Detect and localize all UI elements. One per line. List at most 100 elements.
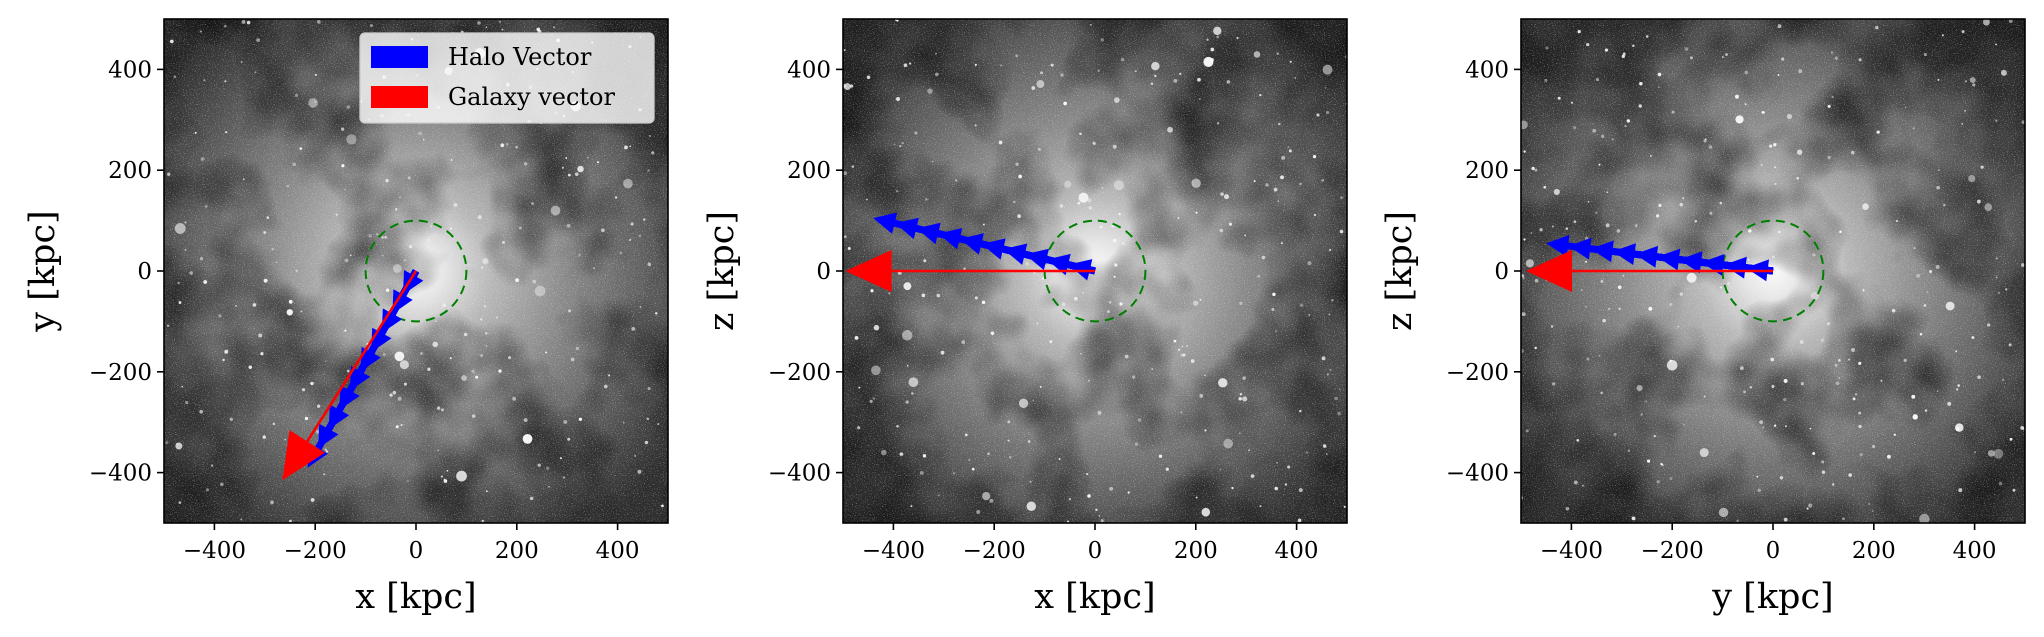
subhalo-point bbox=[1648, 306, 1653, 311]
subhalo-point bbox=[1271, 308, 1275, 311]
subhalo-point bbox=[299, 147, 303, 150]
subhalo-point bbox=[1120, 57, 1125, 62]
subhalo-point bbox=[657, 423, 660, 425]
subhalo-point bbox=[931, 160, 934, 163]
subhalo-point bbox=[1257, 274, 1261, 278]
subhalo-point bbox=[1911, 394, 1916, 399]
subhalo-point bbox=[2020, 425, 2025, 430]
subhalo-point bbox=[1324, 87, 1327, 89]
halo-vector-arrow bbox=[307, 269, 420, 468]
subhalo-point bbox=[1036, 80, 1045, 89]
subhalo-point bbox=[1671, 110, 1675, 114]
subhalo-point bbox=[1658, 203, 1662, 208]
subhalo-point bbox=[400, 423, 403, 427]
subhalo-point bbox=[418, 131, 423, 136]
subhalo-point bbox=[2021, 263, 2025, 267]
subhalo-point bbox=[395, 425, 399, 429]
subhalo-point bbox=[292, 162, 297, 167]
subhalo-point bbox=[475, 375, 479, 379]
y-tick-label: 200 bbox=[108, 158, 152, 184]
subhalo-point bbox=[483, 304, 487, 308]
subhalo-point bbox=[1653, 435, 1656, 438]
subhalo-point bbox=[1964, 109, 1967, 112]
subhalo-point bbox=[225, 131, 228, 134]
subhalo-point bbox=[568, 309, 572, 313]
subhalo-point bbox=[205, 488, 210, 492]
subhalo-point bbox=[1124, 354, 1129, 359]
subhalo-point bbox=[548, 485, 550, 488]
subhalo-point bbox=[974, 124, 977, 127]
subhalo-point bbox=[1987, 449, 1995, 457]
subhalo-point bbox=[199, 256, 204, 261]
subhalo-point bbox=[1634, 224, 1638, 227]
subhalo-point bbox=[449, 227, 452, 230]
subhalo-point bbox=[1783, 517, 1788, 522]
subhalo-point bbox=[1858, 58, 1862, 62]
subhalo-point bbox=[471, 414, 476, 418]
subhalo-point bbox=[1297, 518, 1302, 523]
subhalo-point bbox=[1827, 322, 1830, 326]
subhalo-point bbox=[1151, 61, 1160, 71]
subhalo-point bbox=[1007, 420, 1011, 424]
subhalo-point bbox=[910, 505, 913, 508]
subhalo-point bbox=[1308, 314, 1311, 316]
subhalo-point bbox=[857, 426, 861, 430]
subhalo-point bbox=[919, 470, 924, 475]
subhalo-point bbox=[1607, 307, 1611, 311]
subhalo-point bbox=[1167, 126, 1173, 133]
subhalo-point bbox=[843, 83, 851, 91]
subhalo-point bbox=[263, 231, 267, 234]
halo-vector-arrow bbox=[873, 212, 1096, 275]
subhalo-point bbox=[899, 452, 904, 456]
subhalo-point bbox=[344, 258, 349, 263]
subhalo-point bbox=[2009, 437, 2013, 441]
subhalo-point bbox=[1893, 433, 1896, 436]
y-tick-label: 0 bbox=[137, 259, 152, 285]
subhalo-point bbox=[272, 422, 276, 426]
subhalo-point bbox=[181, 385, 183, 388]
subhalo-point bbox=[1132, 375, 1136, 379]
subhalo-point bbox=[1773, 143, 1777, 147]
subhalo-point bbox=[1622, 274, 1625, 277]
subhalo-point bbox=[485, 345, 488, 347]
subhalo-point bbox=[1886, 454, 1891, 459]
subhalo-point bbox=[1313, 213, 1317, 217]
subhalo-point bbox=[1957, 384, 1960, 387]
subhalo-point bbox=[1896, 220, 1898, 222]
subhalo-point bbox=[563, 419, 568, 424]
subhalo-point bbox=[1121, 241, 1125, 245]
subhalo-point bbox=[422, 138, 425, 141]
subhalo-point bbox=[495, 316, 499, 319]
x-tick-label: −400 bbox=[862, 538, 925, 564]
subhalo-point bbox=[1223, 438, 1233, 449]
subhalo-point bbox=[1601, 134, 1605, 138]
subhalo-point bbox=[288, 299, 293, 304]
subhalo-point bbox=[477, 21, 481, 25]
subhalo-point bbox=[587, 156, 589, 159]
subhalo-point bbox=[1113, 97, 1120, 103]
subhalo-point bbox=[256, 38, 260, 43]
subhalo-point bbox=[888, 292, 891, 295]
subhalo-point bbox=[647, 262, 652, 267]
subhalo-point bbox=[987, 452, 990, 456]
subhalo-point bbox=[1062, 302, 1066, 306]
subhalo-point bbox=[1592, 128, 1597, 133]
subhalo-point bbox=[1689, 56, 1693, 60]
subhalo-point bbox=[1088, 205, 1093, 210]
x-tick-label: −400 bbox=[183, 538, 246, 564]
subhalo-point bbox=[301, 388, 306, 392]
galaxy-vector-arrow bbox=[1526, 250, 1773, 292]
subhalo-point bbox=[1984, 203, 1993, 212]
subhalo-point bbox=[1703, 395, 1706, 398]
subhalo-point bbox=[324, 360, 327, 363]
subhalo-point bbox=[1299, 409, 1302, 413]
subhalo-point bbox=[1773, 424, 1777, 427]
subhalo-point bbox=[1248, 449, 1251, 452]
subhalo-point bbox=[1657, 72, 1662, 77]
subhalo-point bbox=[1778, 230, 1781, 234]
subhalo-point bbox=[1704, 138, 1707, 140]
subhalo-point bbox=[1343, 505, 1346, 509]
subhalo-point bbox=[1154, 74, 1157, 78]
subhalo-point bbox=[1158, 454, 1163, 458]
y-tick-label: 400 bbox=[1465, 57, 1509, 83]
